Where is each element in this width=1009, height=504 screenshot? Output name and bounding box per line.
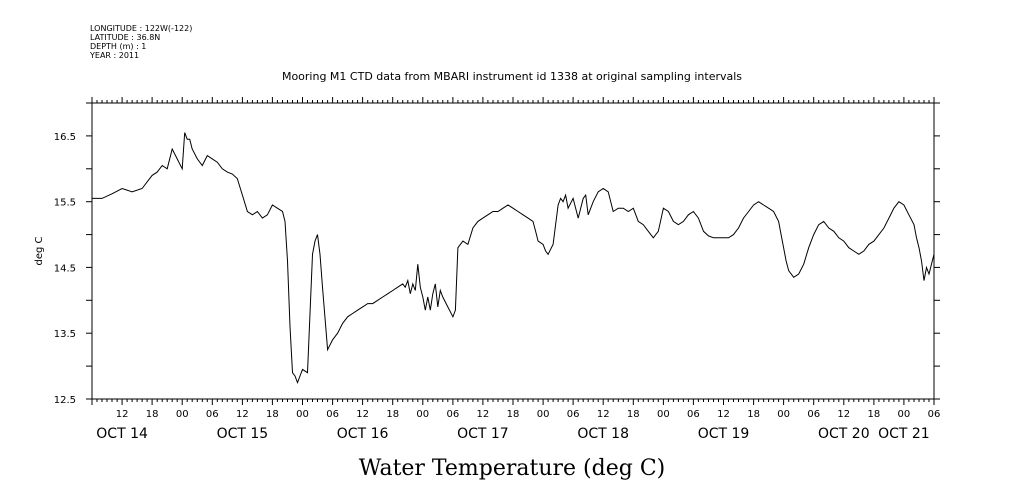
x-tick-label: 18 <box>266 409 279 420</box>
x-day-label: OCT 21 <box>878 426 930 442</box>
x-axis-labels: 12 18 00 06 12 18 00 06 12 18 00 06 12 18 00 06 12 18 00 06… <box>96 409 940 442</box>
metadata-line: LATITUDE : 36.8N <box>90 33 160 42</box>
axis-ticks <box>86 97 940 405</box>
x-tick-label: 06 <box>326 409 339 420</box>
y-tick-label: 16.5 <box>54 132 76 143</box>
x-tick-label: 06 <box>447 409 460 420</box>
x-tick-label: 00 <box>416 409 429 420</box>
metadata-line: DEPTH (m) : 1 <box>90 42 146 51</box>
x-tick-label: 06 <box>687 409 700 420</box>
x-tick-label: 06 <box>206 409 219 420</box>
x-tick-label: 00 <box>898 409 911 420</box>
y-axis-labels: 12.5 13.5 14.5 15.5 16.5 <box>54 132 76 406</box>
variable-title: Water Temperature (deg C) <box>359 456 666 481</box>
x-day-label: OCT 15 <box>217 426 269 442</box>
metadata-block: LONGITUDE : 122W(-122) LATITUDE : 36.8N … <box>89 24 192 60</box>
x-tick-label: 12 <box>356 409 369 420</box>
x-tick-label: 06 <box>928 409 941 420</box>
x-tick-label: 12 <box>597 409 610 420</box>
x-day-label: OCT 16 <box>337 426 389 442</box>
x-tick-label: 00 <box>176 409 189 420</box>
x-day-label: OCT 14 <box>96 426 148 442</box>
metadata-line: YEAR : 2011 <box>89 51 139 60</box>
x-day-label: OCT 20 <box>818 426 870 442</box>
chart-title: Mooring M1 CTD data from MBARI instrumen… <box>282 70 742 83</box>
x-tick-label: 12 <box>717 409 730 420</box>
y-tick-label: 13.5 <box>54 329 76 340</box>
x-tick-label: 00 <box>657 409 670 420</box>
temperature-series-line <box>92 132 935 385</box>
x-tick-label: 18 <box>386 409 399 420</box>
x-tick-label: 00 <box>777 409 790 420</box>
x-tick-label: 06 <box>807 409 820 420</box>
x-day-label: OCT 18 <box>577 426 629 442</box>
x-tick-label: 12 <box>116 409 129 420</box>
x-day-label: OCT 19 <box>698 426 750 442</box>
x-tick-label: 00 <box>537 409 550 420</box>
x-day-label: OCT 17 <box>457 426 509 442</box>
x-tick-label: 12 <box>236 409 249 420</box>
x-tick-label: 12 <box>477 409 490 420</box>
y-tick-label: 12.5 <box>54 395 76 406</box>
y-tick-label: 15.5 <box>54 198 76 209</box>
x-tick-label: 06 <box>567 409 580 420</box>
x-tick-label: 00 <box>296 409 309 420</box>
x-tick-label: 18 <box>507 409 520 420</box>
x-tick-label: 18 <box>146 409 159 420</box>
x-tick-label: 18 <box>868 409 881 420</box>
y-axis-label: deg C <box>34 236 45 265</box>
metadata-line: LONGITUDE : 122W(-122) <box>90 24 192 33</box>
y-tick-label: 14.5 <box>54 263 76 274</box>
x-tick-label: 18 <box>627 409 640 420</box>
x-tick-label: 18 <box>747 409 760 420</box>
x-tick-label: 12 <box>837 409 850 420</box>
